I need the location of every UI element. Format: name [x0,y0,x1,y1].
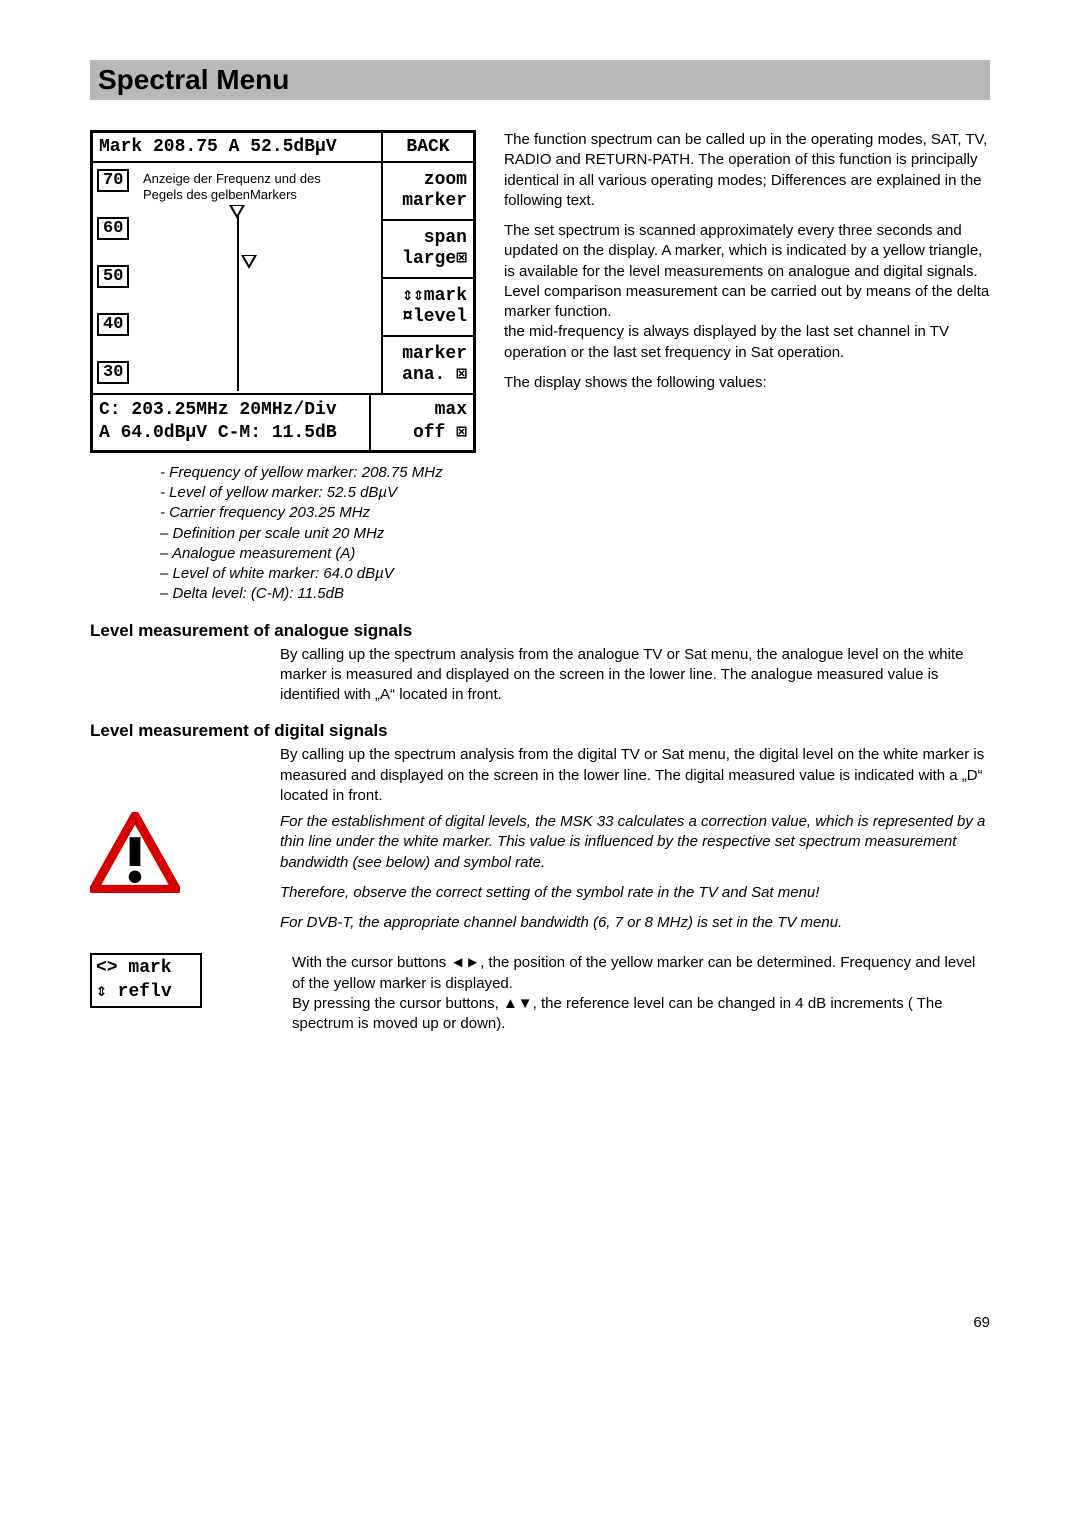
intro-text: The function spectrum can be called up i… [504,130,990,453]
paragraph: With the cursor buttons ◄►, the position… [292,953,990,994]
menu-label: marker [385,344,467,365]
menu-mark-level[interactable]: ⇕⇕mark ¤level [383,279,473,337]
spectrum-chart: 70 60 50 40 30 Anzeige der Frequenz und … [93,163,381,393]
menu-label: large⊠ [385,249,467,270]
menu-max-off[interactable]: max off ⊠ [369,395,473,450]
warning-text: For DVB-T, the appropriate channel bandw… [280,913,990,933]
screen-header-text: Mark 208.75 A 52.5dBµV [93,133,381,161]
menu-label: ⇕⇕mark [385,286,467,307]
y-tick: 70 [97,169,129,192]
menu-label: span [385,228,467,249]
menu-label: zoom [385,170,467,191]
list-item: – Analogue measurement (A) [160,544,990,564]
annotation-text: Anzeige der Frequenz und des Pegels des … [143,171,353,202]
y-tick: 60 [97,217,129,240]
footer-readout: C: 203.25MHz 20MHz/Div A 64.0dBµV C-M: 1… [93,395,369,450]
list-item: - Carrier frequency 203.25 MHz [160,503,990,523]
y-tick: 50 [97,265,129,288]
menu-label: ana. ⊠ [385,365,467,386]
hint-line: ⇕ reflv [96,981,196,1004]
list-item: – Delta level: (C-M): 11.5dB [160,584,990,604]
paragraph: The set spectrum is scanned approximatel… [504,221,990,322]
footer-line: A 64.0dBµV C-M: 11.5dB [99,422,363,445]
menu-column: zoom marker span large⊠ ⇕⇕mark ¤level ma… [381,163,473,393]
menu-label: marker [385,191,467,212]
page-title: Spectral Menu [90,60,990,100]
menu-label: off ⊠ [377,422,467,445]
device-screen: Mark 208.75 A 52.5dBµV BACK 70 60 50 40 … [90,130,476,453]
hint-line: <> mark [96,957,196,980]
list-item: – Definition per scale unit 20 MHz [160,524,990,544]
menu-label: max [377,399,467,422]
section-heading: Level measurement of analogue signals [90,621,990,641]
menu-marker-ana[interactable]: marker ana. ⊠ [383,337,473,393]
menu-zoom-marker[interactable]: zoom marker [383,163,473,221]
y-tick: 30 [97,361,129,384]
key-hint-box: <> mark ⇕ reflv [90,953,202,1008]
paragraph: By pressing the cursor buttons, ▲▼, the … [292,994,990,1035]
page-number: 69 [90,1314,990,1331]
list-item: - Frequency of yellow marker: 208.75 MHz [160,463,990,483]
warning-text: For the establishment of digital levels,… [280,812,990,873]
menu-label: ¤level [385,307,467,328]
menu-span-large[interactable]: span large⊠ [383,221,473,279]
list-item: – Level of white marker: 64.0 dBµV [160,564,990,584]
marker-triangle-icon [241,255,257,269]
paragraph: The function spectrum can be called up i… [504,130,990,211]
marker-triangle-icon [229,205,245,219]
paragraph: By calling up the spectrum analysis from… [280,745,990,806]
paragraph: the mid-frequency is always displayed by… [504,322,990,363]
paragraph: The display shows the following values: [504,373,990,393]
list-item: - Level of yellow marker: 52.5 dBµV [160,483,990,503]
paragraph: By calling up the spectrum analysis from… [280,645,990,706]
warning-icon [90,812,180,898]
y-tick: 40 [97,313,129,336]
marker-line [237,205,239,391]
warning-text: Therefore, observe the correct setting o… [280,883,990,903]
section-heading: Level measurement of digital signals [90,721,990,741]
back-button[interactable]: BACK [381,133,473,161]
footer-line: C: 203.25MHz 20MHz/Div [99,399,363,422]
value-list: - Frequency of yellow marker: 208.75 MHz… [160,463,990,605]
